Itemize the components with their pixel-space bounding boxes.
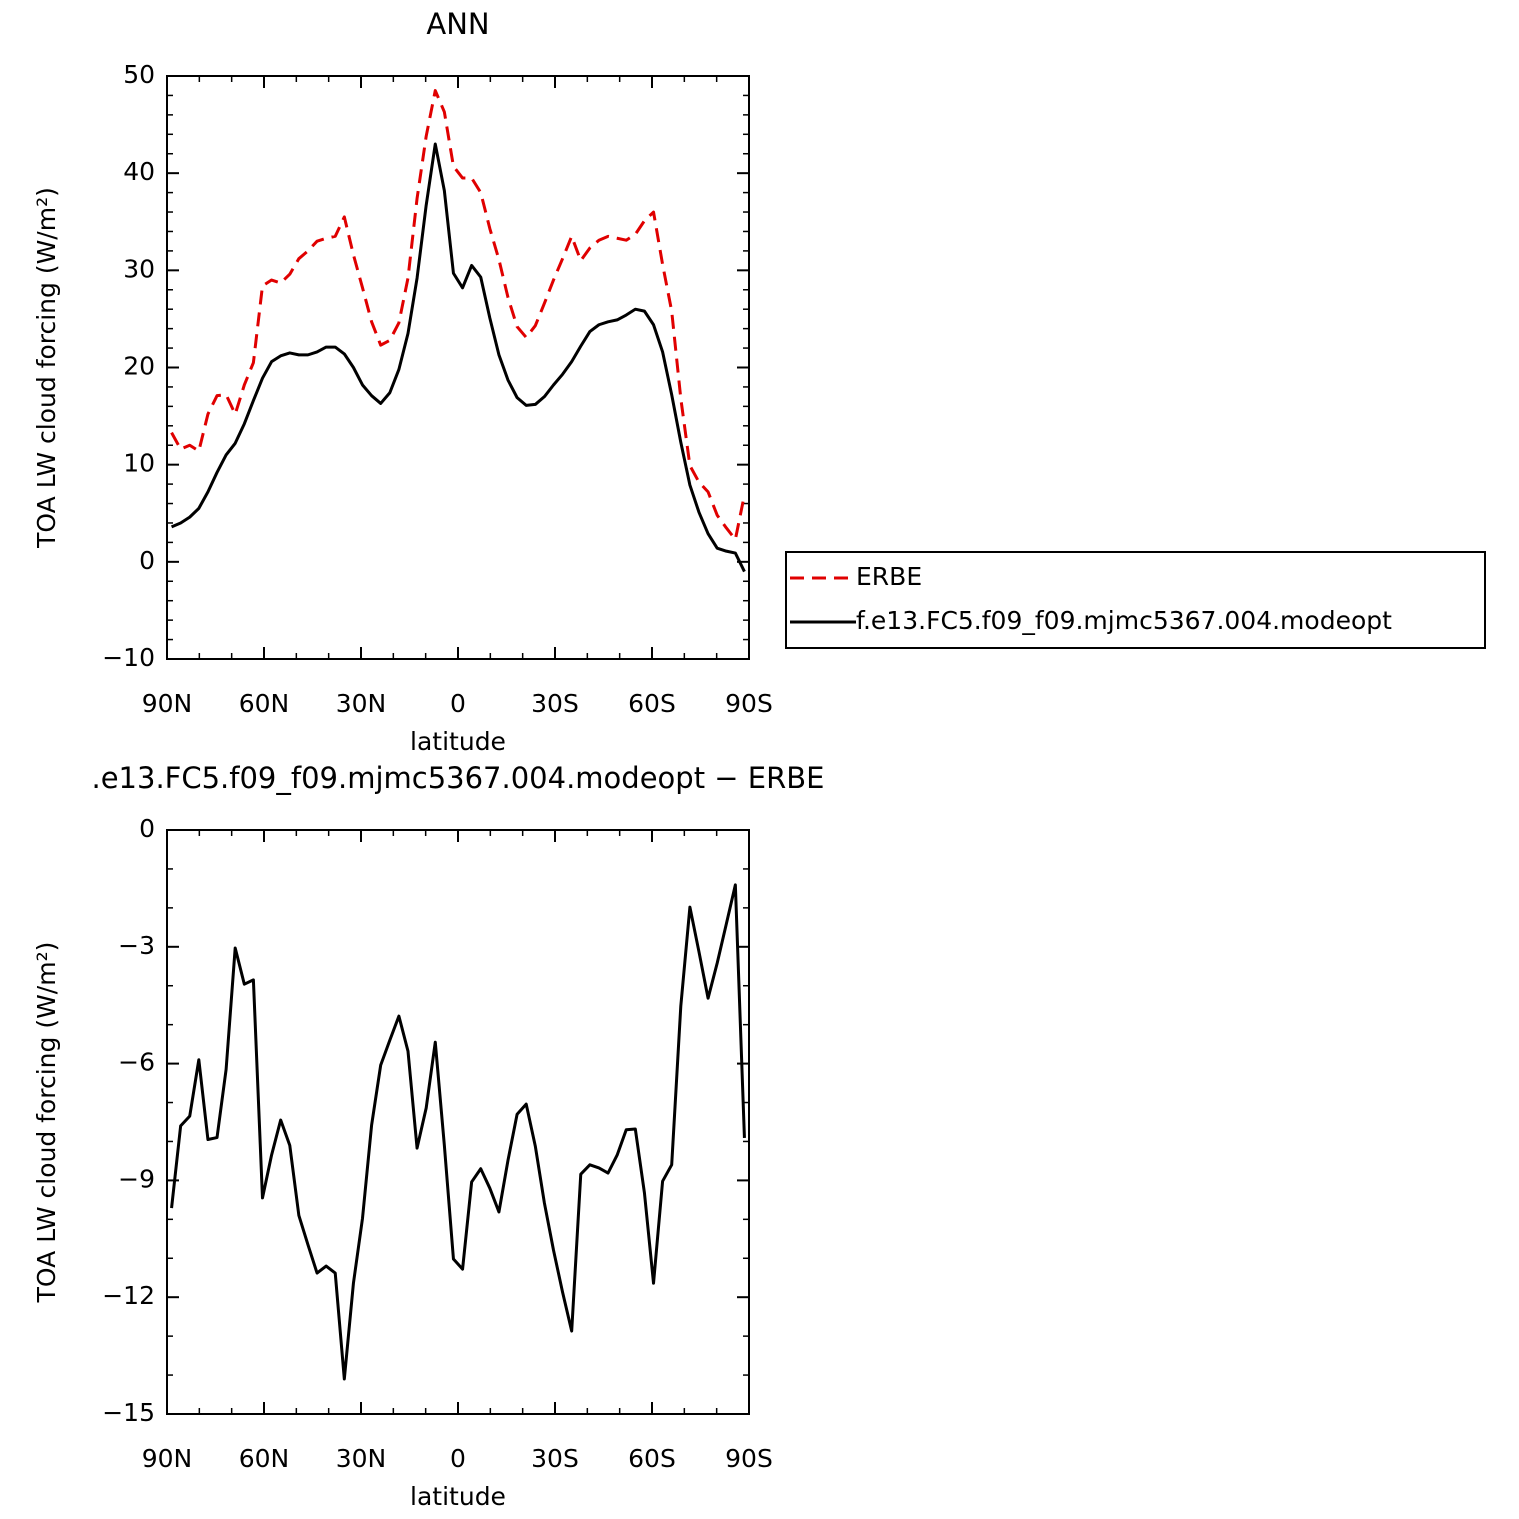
y-tick-label: −10 <box>102 643 155 672</box>
chart-title: .e13.FC5.f09_f09.mjmc5367.004.modeopt − … <box>91 761 824 795</box>
plot-frame <box>166 829 750 1415</box>
x-tick-label: 60N <box>239 689 290 718</box>
legend-label: ERBE <box>856 562 922 591</box>
y-tick-label: −6 <box>118 1048 155 1077</box>
x-tick-label: 30S <box>531 689 579 718</box>
x-axis-label: latitude <box>410 1482 506 1511</box>
data-line <box>170 883 746 1381</box>
x-tick-label: 0 <box>450 689 466 718</box>
x-tick-label: 90S <box>725 1444 773 1473</box>
x-tick-label: 30N <box>336 1444 387 1473</box>
chart-title: ANN <box>426 7 489 41</box>
x-tick-label: 30N <box>336 689 387 718</box>
y-tick-label: 50 <box>123 60 155 89</box>
y-tick-label: −3 <box>118 931 155 960</box>
data-line <box>170 89 746 541</box>
x-tick-label: 30S <box>531 1444 579 1473</box>
y-tick-label: 0 <box>139 814 155 843</box>
x-tick-label: 60S <box>628 689 676 718</box>
legend-box <box>785 551 1486 649</box>
data-line <box>170 142 746 573</box>
y-tick-label: 30 <box>123 254 155 283</box>
legend-label: f.e13.FC5.f09_f09.mjmc5367.004.modeopt <box>856 606 1392 635</box>
x-tick-label: 90N <box>142 1444 193 1473</box>
x-tick-label: 60S <box>628 1444 676 1473</box>
x-tick-label: 90N <box>142 689 193 718</box>
y-tick-label: −9 <box>118 1164 155 1193</box>
y-tick-label: −12 <box>102 1281 155 1310</box>
x-tick-label: 90S <box>725 689 773 718</box>
x-tick-label: 0 <box>450 1444 466 1473</box>
y-axis-label: TOA LW cloud forcing (W/m²) <box>32 942 61 1304</box>
y-tick-label: −15 <box>102 1398 155 1427</box>
x-tick-label: 60N <box>239 1444 290 1473</box>
plot-frame <box>166 75 750 660</box>
y-axis-label: TOA LW cloud forcing (W/m²) <box>32 187 61 549</box>
x-axis-label: latitude <box>410 727 506 756</box>
y-tick-label: 40 <box>123 157 155 186</box>
y-tick-label: 10 <box>123 449 155 478</box>
y-tick-label: 0 <box>139 546 155 575</box>
y-tick-label: 20 <box>123 352 155 381</box>
